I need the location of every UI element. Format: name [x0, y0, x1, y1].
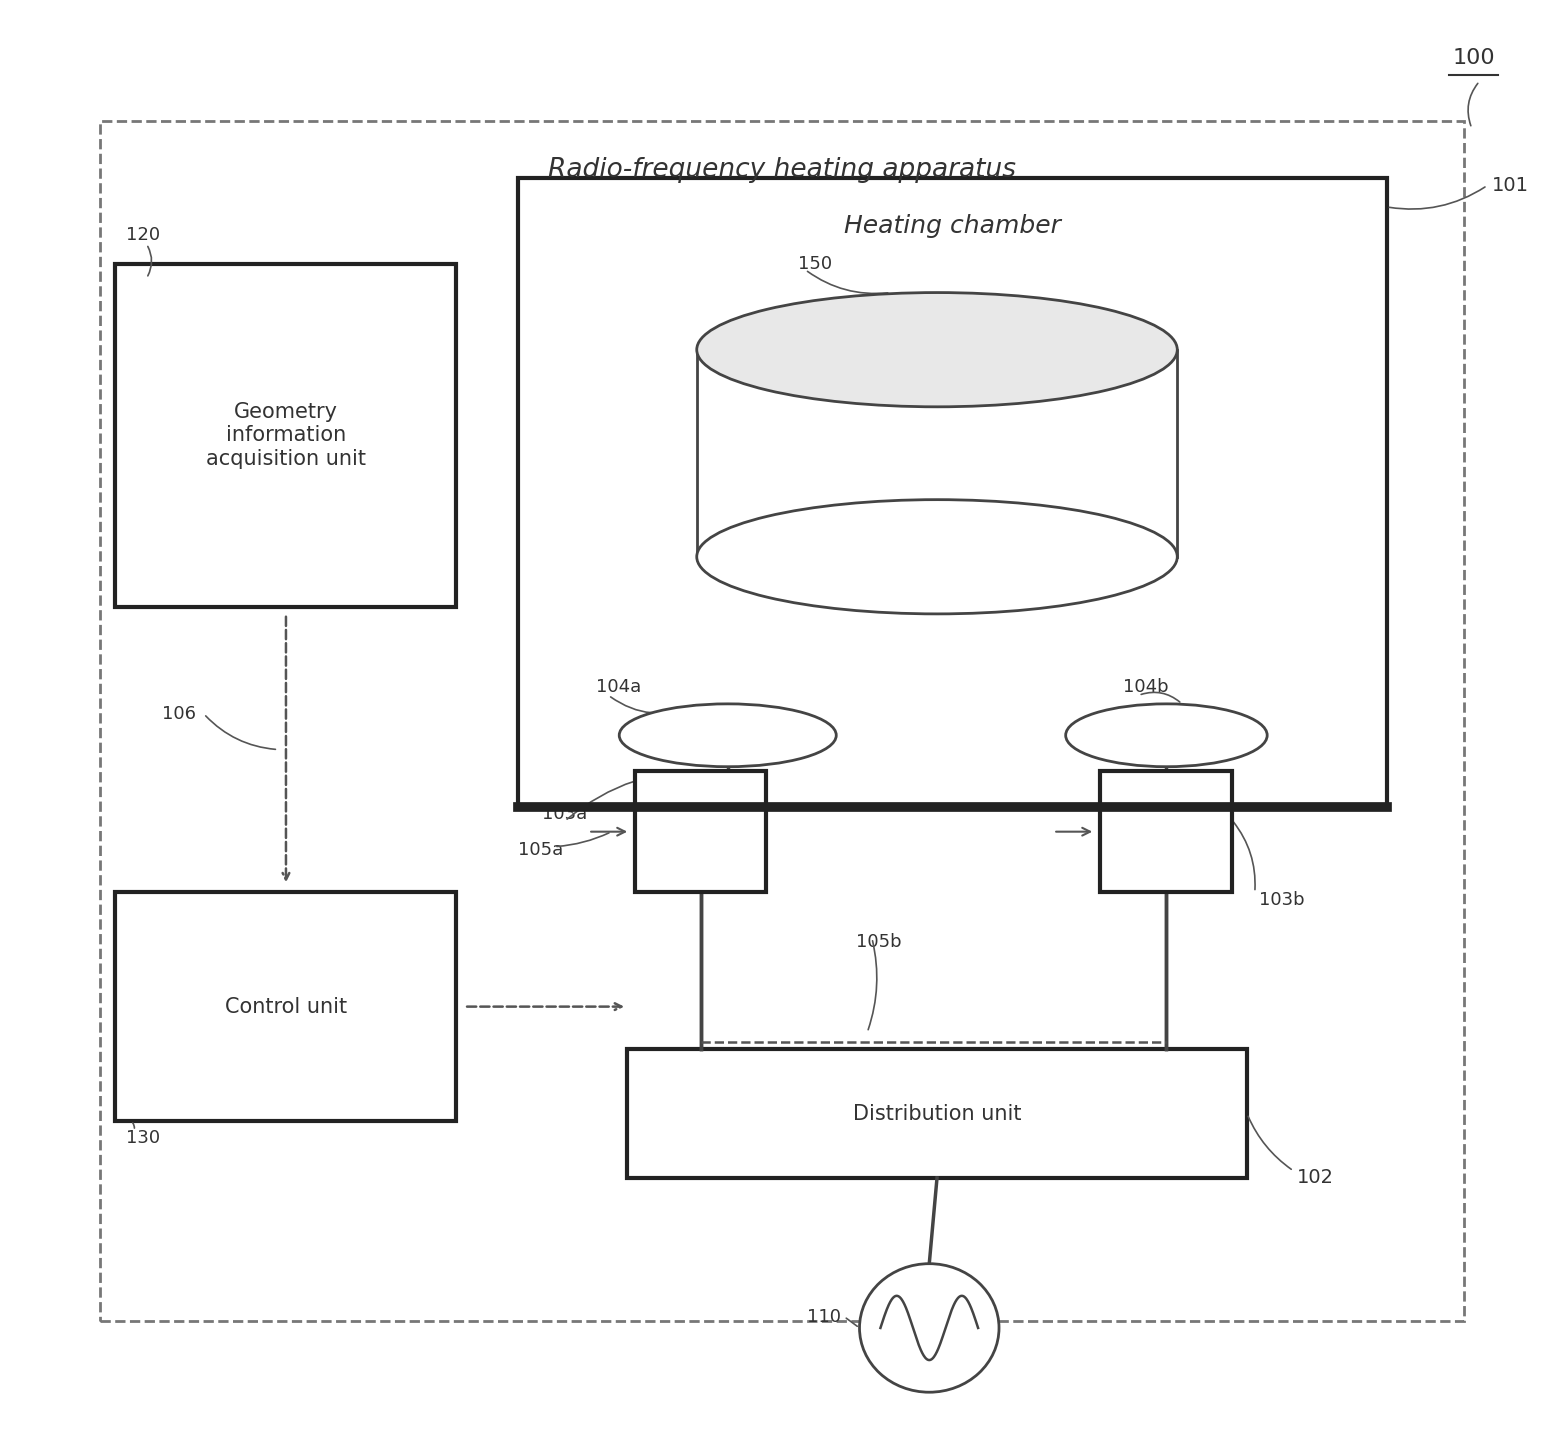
Text: 103b: 103b: [1259, 891, 1304, 908]
Text: 104b: 104b: [1123, 678, 1168, 695]
Bar: [519, 179, 1387, 806]
Text: φ: φ: [691, 818, 710, 845]
Text: 106: 106: [163, 705, 196, 722]
Bar: [116, 264, 457, 607]
Text: 130: 130: [127, 1129, 161, 1146]
Ellipse shape: [696, 499, 1178, 614]
Text: Heating chamber: Heating chamber: [845, 213, 1060, 238]
Bar: [1099, 771, 1231, 893]
Ellipse shape: [696, 293, 1178, 407]
Ellipse shape: [1065, 704, 1267, 767]
Text: Geometry
information
acquisition unit: Geometry information acquisition unit: [206, 402, 366, 469]
Text: 103a: 103a: [541, 805, 586, 823]
Text: φ: φ: [1156, 818, 1175, 845]
Ellipse shape: [619, 704, 837, 767]
Bar: [116, 893, 457, 1120]
Bar: [627, 1050, 1247, 1178]
Text: 101: 101: [1492, 176, 1530, 195]
Text: 105a: 105a: [519, 841, 563, 858]
Text: 105b: 105b: [857, 933, 902, 952]
Bar: [696, 350, 1178, 557]
Bar: [635, 771, 766, 893]
Text: 102: 102: [1297, 1168, 1334, 1188]
Text: Distribution unit: Distribution unit: [852, 1103, 1021, 1123]
Circle shape: [860, 1263, 999, 1392]
Text: Control unit: Control unit: [225, 996, 347, 1017]
Text: 104a: 104a: [596, 678, 641, 695]
Text: 110: 110: [807, 1308, 841, 1325]
Bar: [100, 121, 1464, 1321]
Text: 120: 120: [127, 226, 161, 245]
Text: Object: Object: [898, 441, 976, 466]
Text: Radio-frequency heating apparatus: Radio-frequency heating apparatus: [547, 157, 1017, 183]
Text: 100: 100: [1453, 49, 1495, 68]
Text: 150: 150: [798, 255, 832, 273]
